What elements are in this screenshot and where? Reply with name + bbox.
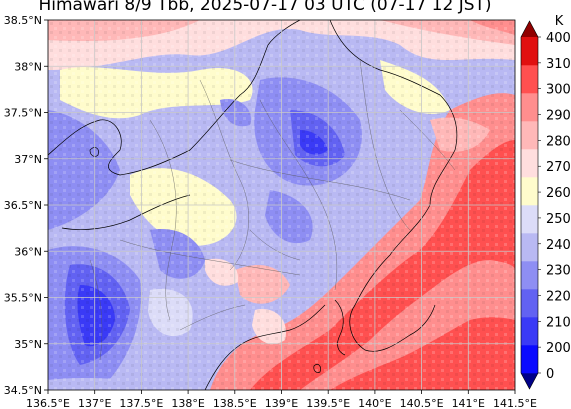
colorbar-tick-label: 400 [546, 31, 571, 46]
colorbar-segment [521, 177, 538, 206]
colorbar-tick-label: 290 [546, 109, 571, 124]
lat-tick-label: 36.5°N [4, 199, 42, 212]
lon-tick-label: 139°E [265, 397, 298, 409]
latitude-axis: 38.5°N 38°N 37.5°N 37°N 36.5°N 36°N 35.5°N 35°N… [4, 14, 48, 397]
colorbar-upper-arrow [521, 21, 538, 37]
lon-tick-label: 140°E [358, 397, 391, 409]
colorbar-segment [521, 121, 538, 150]
colorbar-segment [521, 289, 538, 318]
colorbar-tick-label: 280 [546, 134, 571, 149]
lon-tick-label: 138°E [171, 397, 204, 409]
lon-tick-label: 141.5°E [493, 397, 537, 409]
lon-tick-label: 141°E [452, 397, 485, 409]
lon-tick-label: 140.5°E [400, 397, 444, 409]
lon-tick-label: 136.5°E [26, 397, 70, 409]
colorbar-tick-label: 210 [546, 315, 571, 330]
lon-tick-label: 138.5°E [213, 397, 257, 409]
prefecture-borders [89, 59, 456, 361]
colorbar-segment [521, 65, 538, 94]
colorbar-unit: K [555, 14, 564, 29]
lon-tick-label: 137.5°E [119, 397, 163, 409]
gridlines [48, 20, 515, 390]
colorbar-tick-label: 260 [546, 186, 571, 201]
lat-tick-label: 34.5°N [4, 384, 42, 397]
lat-tick-label: 38.5°N [4, 14, 42, 27]
lat-tick-label: 37.5°N [4, 107, 42, 120]
colorbar-tick-label: 270 [546, 160, 571, 175]
coastline [48, 20, 458, 390]
lat-tick-label: 35.5°N [4, 292, 42, 305]
lat-tick-label: 36°N [14, 245, 42, 258]
lat-tick-label: 35°N [14, 338, 42, 351]
colorbar-tick-label: 240 [546, 238, 571, 253]
colorbar-segment [521, 205, 538, 234]
colorbar-segment [521, 149, 538, 178]
colorbar-segment [521, 345, 538, 374]
colorbar-segment [521, 233, 538, 262]
colorbar-lower-arrow [521, 373, 538, 389]
colorbar-segment [521, 93, 538, 122]
lon-tick-label: 139.5°E [306, 397, 350, 409]
colorbar-segment [521, 317, 538, 346]
lat-tick-label: 37°N [14, 153, 42, 166]
colorbar-tick-label: 310 [546, 57, 571, 72]
colorbar-segment [521, 261, 538, 290]
map-title: Himawari 8/9 Tbb, 2025-07-17 03 UTC (07-… [38, 0, 492, 15]
colorbar-tick-label: 0 [546, 367, 554, 382]
longitude-axis: 136.5°E 137°E 137.5°E 138°E 138.5°E 139°E 139.… [26, 390, 537, 409]
colorbar: 400 310 300 290 280 270 260 250 240 230 220 210 200 0… [520, 14, 571, 390]
colorbar-tick-label: 300 [546, 83, 571, 98]
lat-tick-label: 38°N [14, 60, 42, 73]
colorbar-tick-label: 230 [546, 264, 571, 279]
colorbar-segment [521, 37, 538, 66]
lon-tick-label: 137°E [78, 397, 111, 409]
colorbar-tick-label: 250 [546, 212, 571, 227]
colorbar-tick-label: 220 [546, 289, 571, 304]
colorbar-tick-label: 200 [546, 341, 571, 356]
